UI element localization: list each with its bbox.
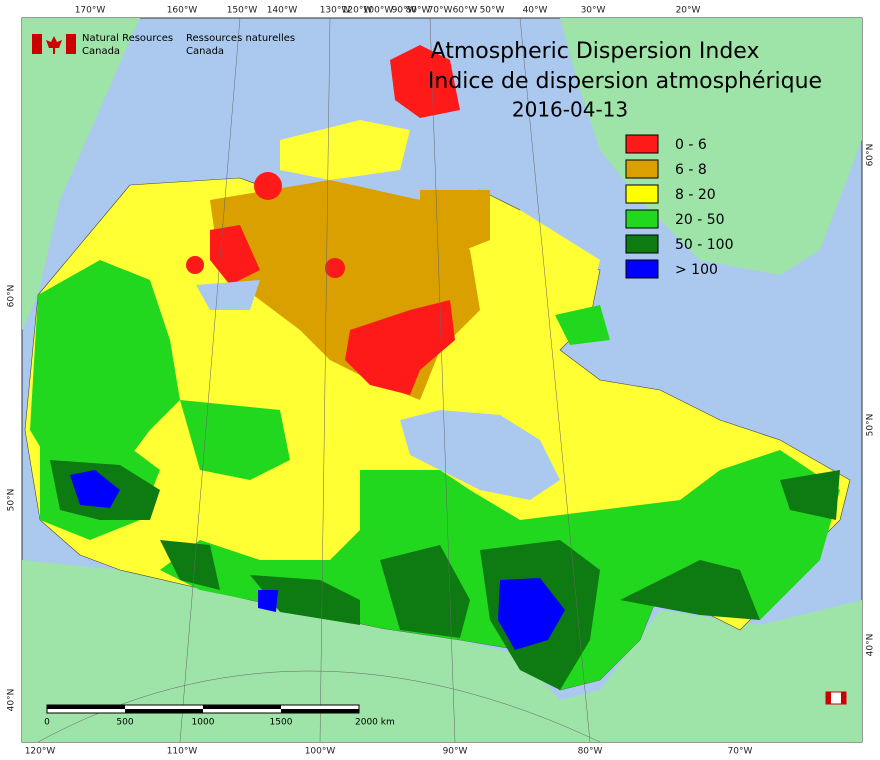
- scale-label: 0: [44, 718, 50, 728]
- longitude-label: 110°W: [167, 747, 198, 757]
- longitude-label: 160°W: [167, 6, 198, 16]
- longitude-label: 130°W: [320, 6, 351, 16]
- scale-label: 500: [116, 718, 133, 728]
- legend-swatch: [625, 259, 659, 279]
- scale-segment: [203, 705, 281, 709]
- longitude-label: 80°W: [578, 747, 603, 757]
- latitude-label: 60°N: [7, 285, 17, 308]
- agency-en: Natural Resources: [82, 33, 173, 44]
- graticule-labels: 170°W 160°W 150°W 140°W 130°W120°W100°W90°W8…: [7, 6, 876, 757]
- longitude-label: 120°W: [342, 6, 373, 16]
- longitude-label: 120°W: [25, 747, 56, 757]
- legend-swatch: [625, 234, 659, 254]
- scale-label: 1000: [192, 718, 215, 728]
- latitude-label: 60°N: [866, 144, 876, 167]
- longitude-label: 80°W: [406, 6, 431, 16]
- legend-label: > 100: [675, 262, 718, 278]
- longitude-label: 70°W: [728, 747, 753, 757]
- longitude-label: 140°W: [267, 6, 298, 16]
- latitude-label: 50°N: [866, 414, 876, 437]
- legend-swatch: [625, 209, 659, 229]
- longitude-label: 90°W: [443, 747, 468, 757]
- latitude-label: 40°N: [7, 689, 17, 712]
- latitude-label: 50°N: [7, 489, 17, 512]
- legend-swatch: [625, 159, 659, 179]
- legend-swatch: [625, 184, 659, 204]
- scale-bar: 0 500 1000 1500 2000 km: [44, 704, 395, 728]
- longitude-label: 90°W: [392, 6, 417, 16]
- latitude-label: 40°N: [866, 634, 876, 657]
- neighbour-land: [22, 18, 862, 742]
- agency-en: Canada: [82, 46, 120, 57]
- longitude-label: 50°W: [480, 6, 505, 16]
- date: 2016-04-13: [512, 98, 628, 122]
- longitude-label: 100°W: [363, 6, 394, 16]
- longitude-label: 170°W: [75, 6, 106, 16]
- agency-fr: Ressources naturelles: [186, 33, 295, 44]
- longitude-label: 60°W: [453, 6, 478, 16]
- legend-label: 20 - 50: [675, 212, 725, 228]
- title-en: Atmospheric Dispersion Index: [431, 39, 760, 64]
- legend-label: 50 - 100: [675, 237, 734, 253]
- longitude-label: 150°W: [227, 6, 258, 16]
- legend-label: 6 - 8: [675, 162, 707, 178]
- legend: 0 - 6 6 - 8 8 - 20 20 - 50 50 - 100 > 100: [625, 134, 734, 279]
- graticule: [37, 17, 601, 743]
- longitude-label: 100°W: [305, 747, 336, 757]
- longitude-label: 40°W: [523, 6, 548, 16]
- scale-label: 2000 km: [355, 718, 395, 728]
- scale-segment: [281, 709, 359, 713]
- title-fr: Indice de dispersion atmosphérique: [428, 69, 822, 94]
- longitude-label: 70°W: [428, 6, 453, 16]
- scale-segment: [47, 705, 125, 709]
- scale-segment: [125, 709, 203, 713]
- legend-label: 0 - 6: [675, 137, 707, 153]
- agency-fr: Canada: [186, 46, 224, 57]
- legend-label: 8 - 20: [675, 187, 716, 203]
- canada: [24, 45, 851, 691]
- legend-swatch: [625, 134, 659, 154]
- longitude-label: 30°W: [581, 6, 606, 16]
- scale-label: 1500: [270, 718, 293, 728]
- logo: Natural Resources Canada Ressources natu…: [32, 33, 295, 57]
- longitude-label: 20°W: [676, 6, 701, 16]
